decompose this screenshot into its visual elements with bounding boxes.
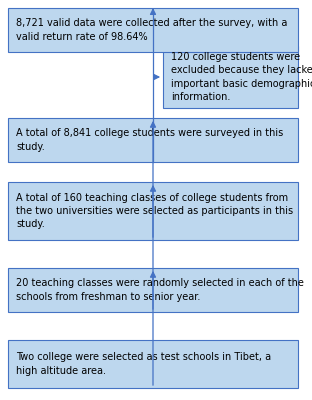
FancyBboxPatch shape [8,268,298,312]
Text: 8,721 valid data were collected after the survey, with a
valid return rate of 98: 8,721 valid data were collected after th… [16,18,287,42]
FancyBboxPatch shape [8,340,298,388]
FancyBboxPatch shape [8,182,298,240]
Text: Two college were selected as test schools in Tibet, a
high altitude area.: Two college were selected as test school… [16,352,271,376]
Text: 20 teaching classes were randomly selected in each of the
schools from freshman : 20 teaching classes were randomly select… [16,278,304,302]
Text: A total of 160 teaching classes of college students from
the two universities we: A total of 160 teaching classes of colle… [16,193,293,229]
FancyBboxPatch shape [8,118,298,162]
Text: A total of 8,841 college students were surveyed in this
study.: A total of 8,841 college students were s… [16,128,283,152]
Text: 120 college students were
excluded because they lacked
important basic demograph: 120 college students were excluded becau… [171,52,312,102]
FancyBboxPatch shape [163,46,298,108]
FancyBboxPatch shape [8,8,298,52]
